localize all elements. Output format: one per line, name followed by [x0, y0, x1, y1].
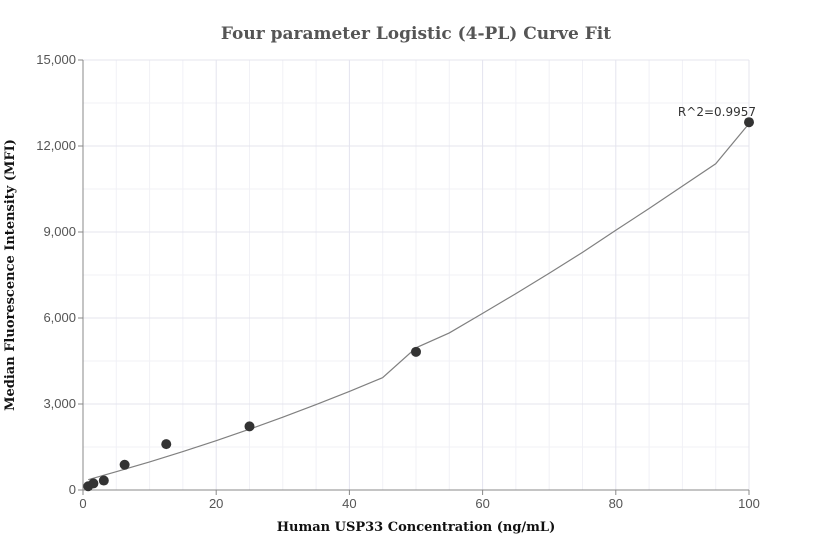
y-tick-label: 3,000: [43, 396, 76, 411]
y-tick-label: 9,000: [43, 224, 76, 239]
data-point: [244, 421, 255, 432]
r-squared-annotation: R^2=0.9957: [678, 105, 756, 119]
data-point: [411, 346, 421, 357]
y-tick-label: 15,000: [36, 52, 76, 67]
y-tick-label: 12,000: [36, 138, 76, 153]
data-point: [744, 117, 754, 128]
data-point: [161, 439, 172, 450]
y-tick-label: 0: [69, 482, 76, 497]
y-axis-title: Median Fluorescence Intensity (MFI): [3, 139, 18, 411]
fit-curve: [88, 123, 750, 481]
grid: [82, 59, 750, 491]
x-tick-label: 100: [738, 496, 760, 511]
data-points: [83, 117, 754, 492]
x-tick-label: 40: [342, 496, 356, 511]
y-tick-label: 6,000: [43, 310, 76, 325]
x-tick-label: 60: [475, 496, 489, 511]
chart-title: Four parameter Logistic (4-PL) Curve Fit: [221, 24, 611, 44]
x-tick-label: 80: [609, 496, 623, 511]
data-point: [88, 478, 99, 489]
fit-curve-layer: [88, 123, 750, 481]
x-axis-title: Human USP33 Concentration (ng/mL): [277, 520, 555, 535]
x-tick-label: 20: [209, 496, 223, 511]
x-tick-label: 0: [79, 496, 86, 511]
annotations: R^2=0.9957: [678, 105, 756, 119]
axes: [82, 60, 749, 491]
data-point: [98, 475, 109, 486]
tick-labels: 0 20 40 60 80 100 0 3,000 6,000 9,000 12,000 15,000: [36, 52, 760, 511]
data-point: [119, 459, 130, 470]
